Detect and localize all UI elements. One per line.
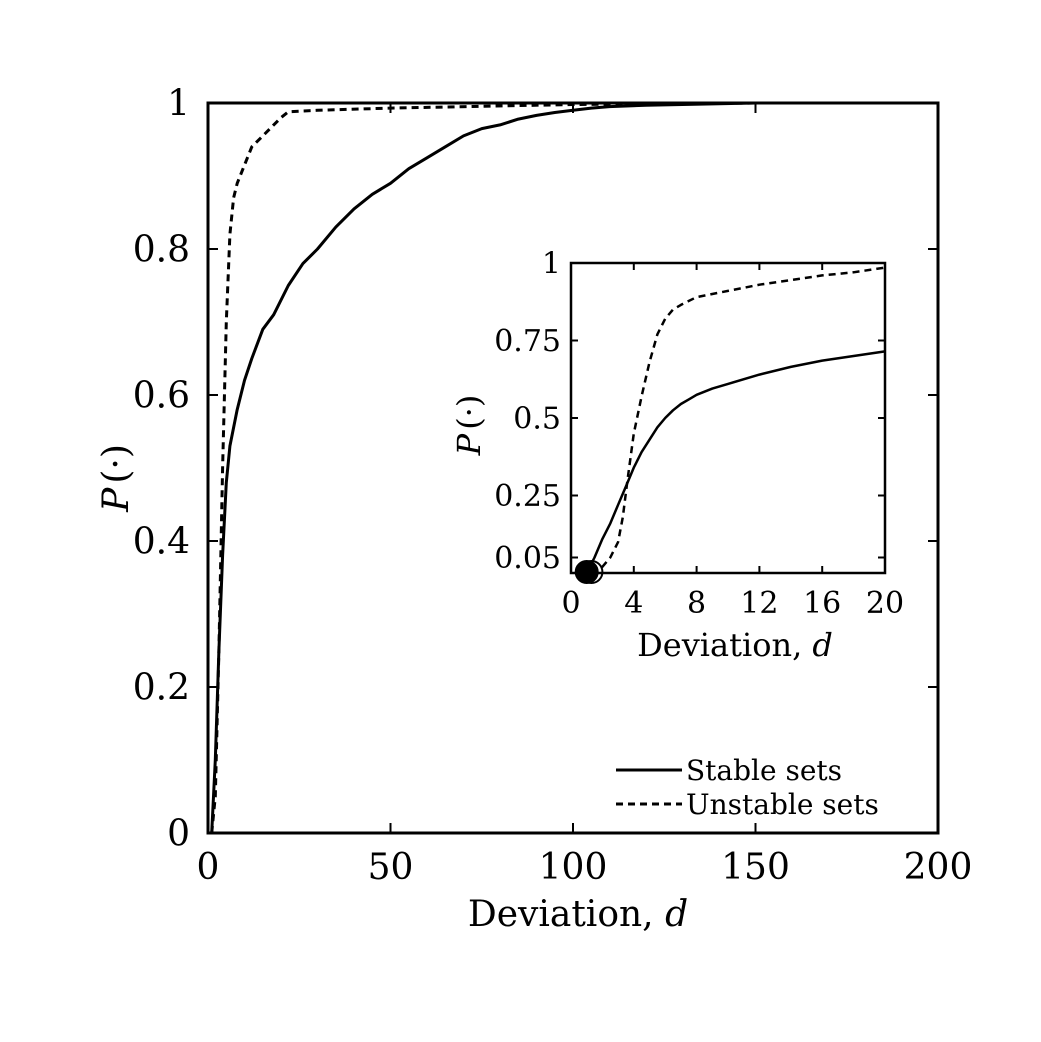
main-y-tick-label: 1: [167, 84, 190, 125]
inset-x-tick-label: 16: [803, 586, 841, 621]
inset-series-line-stable: [585, 350, 886, 574]
inset-x-tick-label: 20: [866, 586, 904, 621]
inset-y-axis-label-suffix: (·): [450, 395, 488, 430]
inset-chart: 0 4 8 12 16 20 0.05 0.25 0.5 0.75 1 Deviation, d P…: [450, 247, 904, 665]
main-x-tick-label: 100: [539, 847, 608, 888]
inset-x-axis-label: Deviation, d: [637, 626, 833, 664]
legend: Stable sets Unstable sets: [616, 754, 879, 821]
inset-y-tick-label: 0.75: [494, 324, 561, 359]
inset-background: [571, 263, 885, 573]
main-plot-frame: [206, 101, 940, 835]
main-y-tick-label: 0: [167, 814, 190, 855]
legend-label-stable: Stable sets: [686, 754, 842, 787]
inset-series-line-unstable: [590, 266, 886, 575]
legend-label-unstable: Unstable sets: [686, 788, 879, 821]
main-x-axis-label: Deviation, d: [468, 894, 688, 935]
main-x-axis-label-var: d: [665, 894, 688, 935]
inset-plot-frame: [569, 261, 887, 575]
inset-tick-labels: 0 4 8 12 16 20 0.05 0.25 0.5 0.75 1: [494, 247, 904, 622]
inset-y-tick-label: 1: [542, 247, 561, 282]
main-y-tick-label: 0.4: [133, 522, 190, 563]
inset-x-axis-label-text: Deviation,: [637, 626, 812, 664]
inset-x-axis-label-var: d: [812, 626, 832, 664]
inset-x-tick-label: 12: [740, 586, 778, 621]
inset-x-tick-label: 4: [624, 586, 643, 621]
main-y-axis-label-var: P: [96, 487, 137, 513]
inset-y-axis-label-var: P: [450, 433, 488, 456]
main-x-tick-label: 50: [368, 847, 414, 888]
main-x-tick-label: 200: [904, 847, 973, 888]
inset-y-tick-label: 0.25: [494, 479, 561, 514]
main-y-tick-label: 0.8: [133, 230, 190, 271]
main-x-tick-label: 0: [197, 847, 220, 888]
inset-series: [585, 266, 886, 575]
main-y-axis-label-suffix: (·): [96, 444, 137, 484]
main-series-line-unstable: [210, 101, 756, 834]
main-y-axis-label: P (·): [96, 444, 137, 513]
inset-x-tick-label: 8: [687, 586, 706, 621]
main-x-axis-label-text: Deviation,: [468, 894, 665, 935]
main-x-tick-label: 150: [721, 847, 790, 888]
inset-x-tick-label: 0: [561, 586, 580, 621]
main-series-line-stable: [210, 101, 756, 834]
inset-y-tick-label: 0.05: [494, 541, 561, 576]
main-series: [210, 101, 756, 834]
main-y-tick-label: 0.2: [133, 668, 190, 709]
inset-y-tick-label: 0.5: [513, 402, 561, 437]
inset-y-axis-label: P (·): [450, 395, 488, 457]
main-y-tick-label: 0.6: [133, 376, 190, 417]
